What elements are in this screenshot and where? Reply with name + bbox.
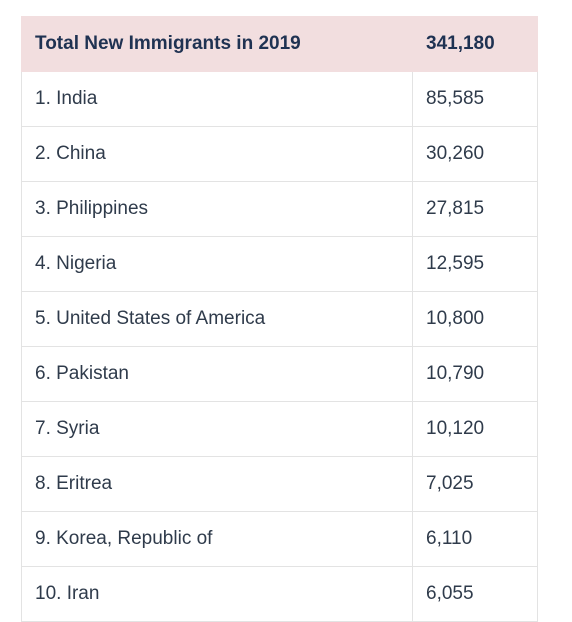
- count-cell: 27,815: [412, 181, 538, 237]
- table-row: 6. Pakistan 10,790: [21, 346, 538, 402]
- country-cell: 8. Eritrea: [21, 456, 413, 512]
- count-cell: 7,025: [412, 456, 538, 512]
- table-row: 7. Syria 10,120: [21, 401, 538, 457]
- table-header-row: Total New Immigrants in 2019 341,180: [21, 16, 538, 72]
- count-cell: 6,055: [412, 566, 538, 622]
- count-cell: 85,585: [412, 71, 538, 127]
- table-row: 4. Nigeria 12,595: [21, 236, 538, 292]
- table-row: 2. China 30,260: [21, 126, 538, 182]
- count-cell: 30,260: [412, 126, 538, 182]
- count-cell: 10,800: [412, 291, 538, 347]
- table-row: 9. Korea, Republic of 6,110: [21, 511, 538, 567]
- country-cell: 9. Korea, Republic of: [21, 511, 413, 567]
- count-cell: 12,595: [412, 236, 538, 292]
- count-cell: 10,790: [412, 346, 538, 402]
- country-cell: 5. United States of America: [21, 291, 413, 347]
- header-total: 341,180: [412, 16, 538, 72]
- country-cell: 6. Pakistan: [21, 346, 413, 402]
- table-row: 3. Philippines 27,815: [21, 181, 538, 237]
- country-cell: 10. Iran: [21, 566, 413, 622]
- country-cell: 2. China: [21, 126, 413, 182]
- count-cell: 6,110: [412, 511, 538, 567]
- country-cell: 3. Philippines: [21, 181, 413, 237]
- count-cell: 10,120: [412, 401, 538, 457]
- header-label: Total New Immigrants in 2019: [21, 16, 413, 72]
- country-cell: 1. India: [21, 71, 413, 127]
- country-cell: 7. Syria: [21, 401, 413, 457]
- table-row: 5. United States of America 10,800: [21, 291, 538, 347]
- table-row: 8. Eritrea 7,025: [21, 456, 538, 512]
- table-row: 1. India 85,585: [21, 71, 538, 127]
- table-row: 10. Iran 6,055: [21, 566, 538, 622]
- country-cell: 4. Nigeria: [21, 236, 413, 292]
- immigrants-table: Total New Immigrants in 2019 341,180 1. …: [21, 16, 538, 622]
